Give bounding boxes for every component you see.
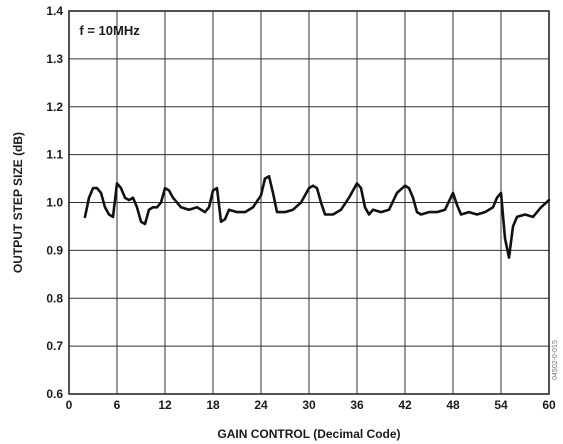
x-tick-label: 54 (494, 398, 508, 412)
x-tick-labels: 0 6 12 18 24 30 36 42 48 54 60 (66, 398, 556, 412)
y-tick-label: 0.8 (46, 291, 63, 305)
y-tick-label: 1.4 (46, 4, 63, 18)
grid (69, 11, 549, 394)
x-tick-label: 6 (114, 398, 121, 412)
y-axis-title: OUTPUT STEP SIZE (dB) (11, 132, 25, 273)
figure-id: 04502-0-015 (552, 340, 559, 380)
y-tick-label: 1.3 (46, 52, 63, 66)
data-series (83, 174, 551, 259)
plot-frame (68, 10, 550, 395)
x-tick-label: 12 (158, 398, 172, 412)
step-size-line (83, 174, 551, 259)
frequency-annotation: f = 10MHz (79, 23, 140, 38)
x-tick-label: 60 (542, 398, 556, 412)
y-tick-label: 1.0 (46, 196, 63, 210)
y-tick-label: 0.7 (46, 339, 63, 353)
x-tick-label: 30 (302, 398, 316, 412)
y-tick-label: 0.9 (46, 243, 63, 257)
x-axis-title: GAIN CONTROL (Decimal Code) (217, 427, 400, 441)
x-tick-label: 18 (206, 398, 220, 412)
y-tick-label: 0.6 (46, 387, 63, 401)
x-tick-label: 24 (254, 398, 268, 412)
x-tick-label: 36 (350, 398, 364, 412)
y-tick-label: 1.1 (46, 148, 63, 162)
y-tick-label: 1.2 (46, 100, 63, 114)
x-tick-label: 0 (66, 398, 73, 412)
x-tick-label: 48 (446, 398, 460, 412)
y-tick-labels: 0.6 0.7 0.8 0.9 1.0 1.1 1.2 1.3 1.4 (46, 4, 63, 401)
x-tick-label: 42 (398, 398, 412, 412)
